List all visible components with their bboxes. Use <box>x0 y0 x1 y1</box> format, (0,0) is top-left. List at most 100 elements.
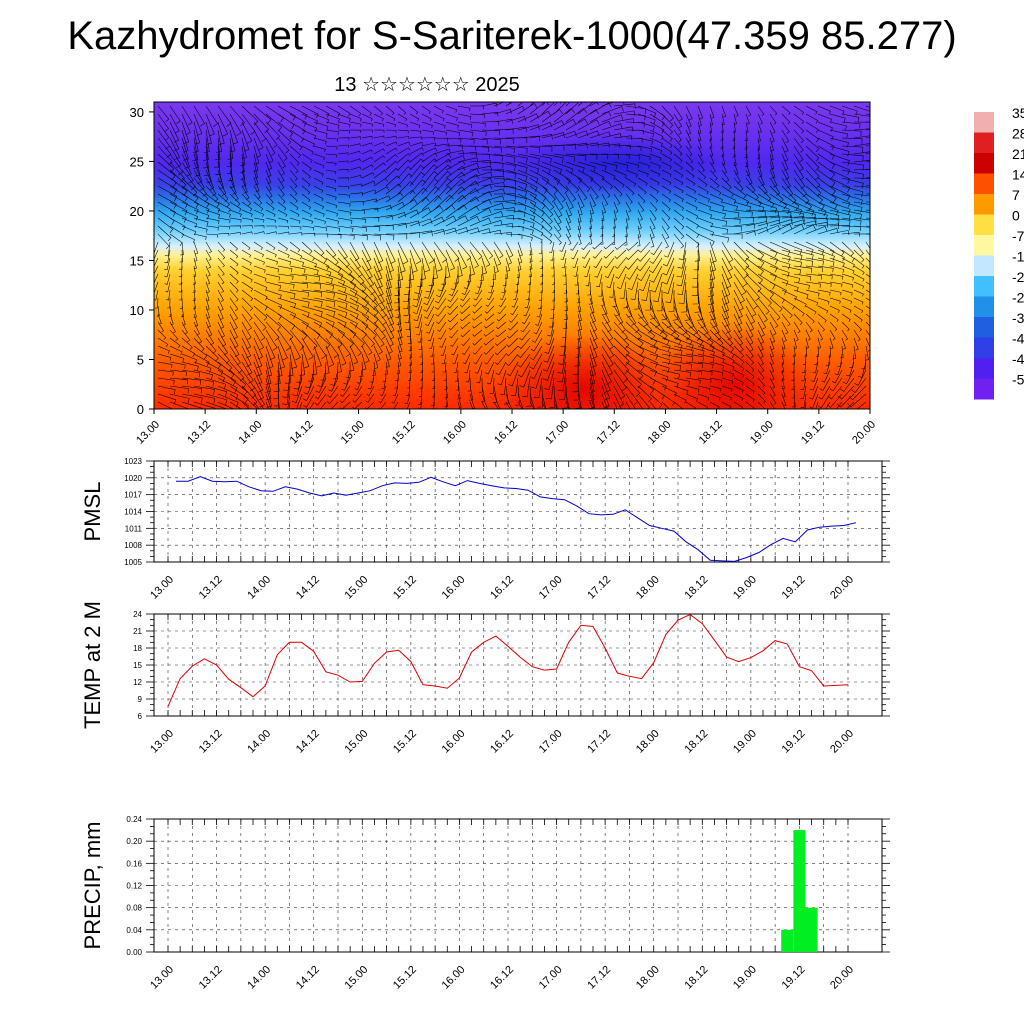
wind-barb <box>361 172 375 179</box>
wind-barb <box>517 257 522 271</box>
wind-barbs <box>154 102 870 409</box>
wind-barb <box>581 241 591 250</box>
wind-barb <box>840 377 855 392</box>
wind-barb <box>577 297 582 313</box>
wind-barb <box>192 289 196 301</box>
wind-barb <box>205 401 228 409</box>
wind-barb <box>205 217 220 225</box>
wind-barb <box>637 353 658 368</box>
wind-barb <box>661 153 672 162</box>
wind-barb <box>709 297 716 321</box>
wind-barb <box>745 377 755 387</box>
wind-barb <box>361 353 367 371</box>
wind-barb <box>469 113 485 119</box>
wind-barb <box>577 193 585 209</box>
wind-barb <box>676 257 687 278</box>
wind-barb <box>202 137 209 161</box>
wind-barb <box>229 105 245 127</box>
wind-barb <box>614 241 627 250</box>
wind-barb <box>541 153 564 164</box>
wind-barb <box>494 345 507 356</box>
x-tick-label: 15.00 <box>342 728 370 756</box>
wind-barb <box>697 185 709 195</box>
wind-barb <box>289 232 303 236</box>
wind-barb <box>301 209 312 218</box>
wind-barb <box>265 129 278 149</box>
wind-barb <box>167 297 171 309</box>
wind-barb <box>371 361 376 376</box>
wind-barb <box>277 161 285 176</box>
wind-barb <box>505 145 528 154</box>
wind-barb <box>445 241 460 262</box>
x-tick-label: 18.12 <box>682 574 710 602</box>
y-tick-label: 25 <box>130 154 144 169</box>
wind-barb <box>445 165 466 179</box>
wind-barb <box>301 105 319 119</box>
wind-barb <box>529 133 553 140</box>
wind-barb <box>819 377 831 391</box>
wind-barb <box>829 241 845 257</box>
wind-barb <box>205 185 219 203</box>
colorbar-label: 35 <box>1012 105 1024 121</box>
wind-barb <box>507 329 519 339</box>
wind-barb <box>577 305 582 322</box>
wind-barb <box>181 369 201 378</box>
wind-barb <box>661 345 683 357</box>
wind-barb <box>385 289 393 312</box>
wind-barb <box>577 177 591 192</box>
wind-barb <box>529 153 552 164</box>
wind-barb <box>565 108 588 123</box>
wind-barb <box>505 185 527 197</box>
wind-barb <box>457 137 475 144</box>
wind-barb <box>496 313 507 322</box>
wind-barb <box>412 297 423 315</box>
wind-barb <box>464 361 471 374</box>
wind-barb <box>229 305 238 321</box>
wind-barb <box>498 297 507 308</box>
wind-barb <box>154 257 159 267</box>
wind-barb <box>662 265 675 285</box>
wind-barb <box>613 337 630 358</box>
wind-barb <box>829 305 840 313</box>
x-tick-label: 16.00 <box>441 419 469 447</box>
wind-barb <box>563 313 568 329</box>
wind-barb <box>433 401 435 409</box>
wind-barb <box>637 161 650 169</box>
wind-barb <box>481 153 503 162</box>
wind-barb <box>469 171 493 179</box>
wind-barb <box>265 177 272 191</box>
wind-barb <box>253 313 267 331</box>
wind-barb <box>526 385 532 407</box>
wind-barb <box>757 337 764 351</box>
wind-barb <box>817 273 833 280</box>
wind-barb <box>469 393 475 409</box>
y-axis-label: TEMP at 2 M <box>80 601 105 729</box>
wind-barb <box>408 257 415 281</box>
wind-barb <box>793 273 812 281</box>
wind-barb <box>241 231 253 235</box>
wind-barb <box>853 329 861 342</box>
wind-barb <box>181 385 203 394</box>
wind-barb <box>560 249 567 260</box>
wind-barb <box>733 105 739 117</box>
wind-barb <box>427 329 435 342</box>
wind-barb <box>821 369 831 383</box>
wind-barb <box>481 175 505 182</box>
wind-barb <box>589 353 596 377</box>
wind-barb <box>349 273 367 293</box>
wind-barb <box>619 281 627 299</box>
wind-barb <box>745 289 759 310</box>
wind-barb <box>853 193 870 197</box>
wind-barb <box>721 281 730 305</box>
wind-barb <box>361 189 377 195</box>
wind-barb <box>385 257 393 281</box>
cross-section-hotspots <box>493 134 814 409</box>
wind-barb <box>518 337 531 349</box>
wind-barb <box>757 289 772 307</box>
wind-barb <box>697 193 710 203</box>
wind-barb <box>205 273 211 285</box>
x-tick-label: 18.00 <box>646 419 674 447</box>
wind-barb <box>613 385 624 407</box>
wind-barb <box>592 241 603 250</box>
wind-barb <box>156 305 160 317</box>
